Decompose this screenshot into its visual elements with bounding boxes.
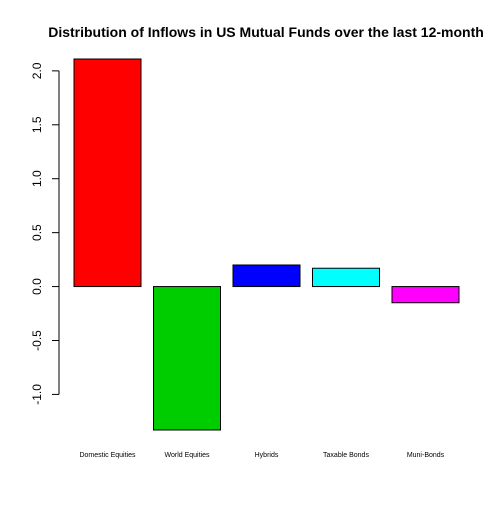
y-tick-label: 1.5 (30, 116, 44, 133)
chart-title: Distribution of Inflows in US Mutual Fun… (48, 24, 484, 40)
bar-taxable-bonds (312, 267, 380, 288)
y-tick-label: 0.0 (30, 278, 44, 295)
y-tick-label: 2.0 (30, 62, 44, 79)
bar-hybrids (232, 264, 301, 288)
bars (73, 58, 460, 431)
category-label-taxable-bonds: Taxable Bonds (323, 452, 369, 459)
bar-muni-bonds (391, 286, 460, 304)
y-tick-label: -1.0 (30, 384, 44, 405)
bar-world-equities (153, 286, 221, 431)
y-tick-label: 0.5 (30, 224, 44, 241)
category-label-domestic-equities: Domestic Equities (79, 452, 136, 459)
y-axis: -1.0 -0.5 0.0 0.5 1.0 1.5 2.0 (30, 62, 60, 405)
y-tick-label: -0.5 (30, 330, 44, 351)
category-label-world-equities: World Equities (164, 452, 210, 459)
category-label-muni-bonds: Muni-Bonds (407, 452, 445, 459)
category-label-hybrids: Hybrids (255, 452, 279, 459)
bar-domestic-equities (73, 58, 142, 288)
y-tick-label: 1.0 (30, 170, 44, 187)
category-labels: Domestic Equities World Equities Hybrids Ta… (79, 452, 444, 459)
